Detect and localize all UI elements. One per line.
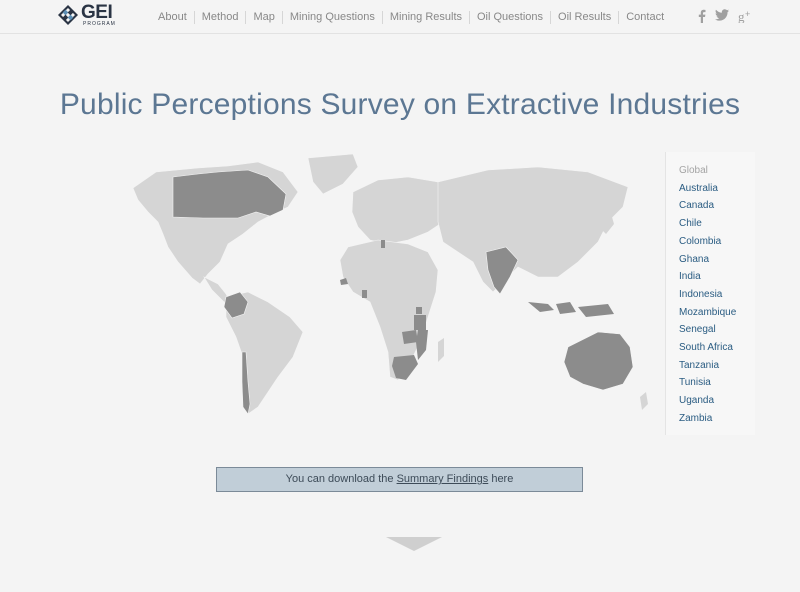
country-item[interactable]: India [679,271,701,283]
country-item[interactable]: Tanzania [679,359,720,371]
map-india [485,246,519,295]
country-item[interactable]: Chile [679,218,702,230]
map-south-america [225,291,304,415]
map-new-zealand [640,392,648,410]
map-japan [600,210,614,234]
facebook-icon[interactable] [697,9,706,23]
map-colombia [223,291,249,319]
svg-text:+: + [745,9,750,19]
nav-mining-results[interactable]: Mining Results [381,11,469,24]
country-item[interactable]: Zambia [679,412,713,424]
country-item[interactable]: Senegal [679,324,716,336]
page-title: Public Perceptions Survey on Extractive … [59,88,741,121]
map-uganda [416,307,422,314]
svg-text:g: g [738,9,745,23]
country-list-panel: Global Australia Canada Chile Colombia G… [665,152,755,435]
country-item[interactable]: Australia [679,182,718,194]
nav-mining-questions[interactable]: Mining Questions [281,11,382,24]
download-banner: You can download the Summary Findings he… [216,467,583,492]
social-links: g + [697,9,753,23]
nav-about[interactable]: About [158,11,187,23]
summary-findings-link[interactable]: Summary Findings [396,473,489,485]
logo-subtext: PROGRAM [83,21,116,27]
gei-logo[interactable]: GEI PROGRAM [57,2,116,28]
map-madagascar [438,338,444,362]
country-item[interactable]: Indonesia [679,288,723,300]
map-chile [241,351,251,415]
scroll-down-arrow-icon[interactable] [386,537,442,551]
google-plus-icon[interactable]: g + [738,9,753,23]
map-indonesia [528,302,614,317]
map-australia [563,331,634,391]
country-list: Global Australia Canada Chile Colombia G… [666,152,755,428]
map-greenland [307,153,359,195]
map-senegal [340,278,348,285]
country-item[interactable]: Canada [679,200,715,212]
nav-contact[interactable]: Contact [618,11,671,24]
country-item[interactable]: Tunisia [679,377,711,389]
map-ghana [362,290,367,298]
logo-text: GEI [81,2,113,23]
country-item[interactable]: Uganda [679,395,715,407]
download-prefix: You can download the [285,473,397,485]
nav-oil-questions[interactable]: Oil Questions [469,11,550,24]
map-tunisia [381,240,385,248]
map-tanzania [414,315,426,330]
logo-mark-icon [58,5,78,25]
map-zambia [402,330,418,344]
country-item[interactable]: South Africa [679,342,733,354]
download-suffix: here [488,473,514,485]
nav-method[interactable]: Method [193,11,246,24]
main-nav: About Method Map Mining Questions Mining… [151,11,671,24]
top-navbar: GEI PROGRAM About Method Map Mining Ques… [0,0,800,34]
country-item[interactable]: Ghana [679,253,710,265]
world-map [132,153,648,415]
twitter-icon[interactable] [715,9,729,21]
map-africa [339,239,439,381]
country-item[interactable]: Colombia [679,235,722,247]
map-south-africa [392,355,418,380]
map-asia [437,166,629,293]
nav-oil-results[interactable]: Oil Results [550,11,618,24]
country-global[interactable]: Global [679,165,708,176]
map-mozambique [416,330,428,360]
country-item[interactable]: Mozambique [679,306,737,318]
map-canada [172,169,287,219]
nav-map[interactable]: Map [245,11,281,24]
map-europe [351,176,449,245]
